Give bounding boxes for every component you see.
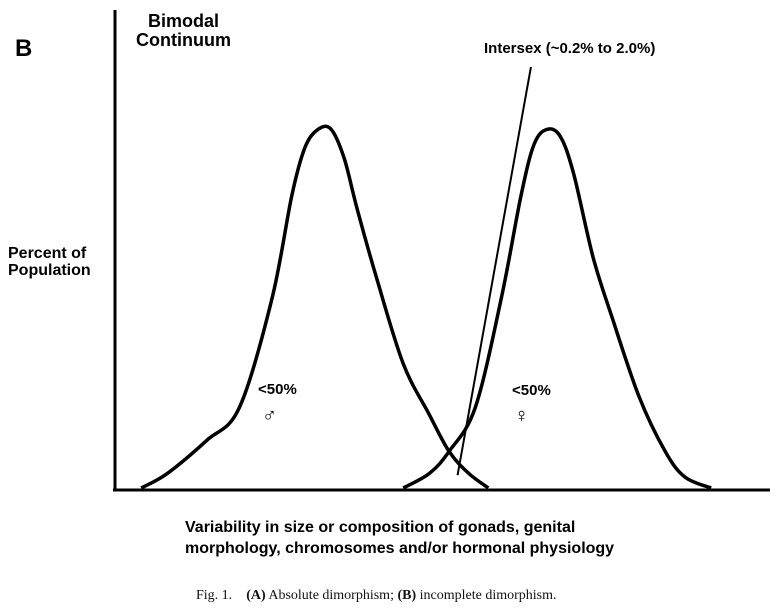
curve-male: [140, 124, 490, 490]
caption-b-text: incomplete dimorphism.: [416, 588, 557, 603]
figure-caption: Fig. 1. (A) Absolute dimorphism; (B) inc…: [196, 588, 557, 604]
intersex-pointer-line: [456, 66, 532, 476]
caption-b-label: (B): [397, 588, 417, 603]
male-percent-label: <50%: [258, 381, 297, 398]
chart-title-line-2: Continuum: [136, 29, 231, 50]
intersex-annotation: Intersex (~0.2% to 2.0%): [484, 40, 656, 57]
chart-title: Bimodal Continuum: [136, 12, 231, 50]
caption-a-text: Absolute dimorphism;: [265, 588, 398, 603]
caption-prefix: Fig. 1.: [196, 588, 233, 603]
female-symbol-icon: ♀: [514, 405, 529, 427]
y-axis-label-line-2: Population: [8, 261, 91, 279]
x-axis-label-line-1: Variability in size or composition of go…: [185, 519, 576, 536]
x-axis-label-line-2: morphology, chromosomes and/or hormonal …: [185, 539, 615, 557]
panel-label: B: [15, 35, 33, 62]
y-axis-label: Percent of Population: [8, 245, 91, 280]
male-symbol-icon: ♂: [262, 405, 277, 427]
x-axis-label: Variability in size or composition of go…: [185, 518, 614, 560]
y-axis-label-line-1: Percent of: [8, 245, 87, 262]
female-percent-label: <50%: [512, 382, 551, 399]
chart-title-line-1: Bimodal: [147, 11, 219, 31]
curve-female: [402, 127, 712, 490]
caption-a-label: (A): [246, 588, 266, 603]
